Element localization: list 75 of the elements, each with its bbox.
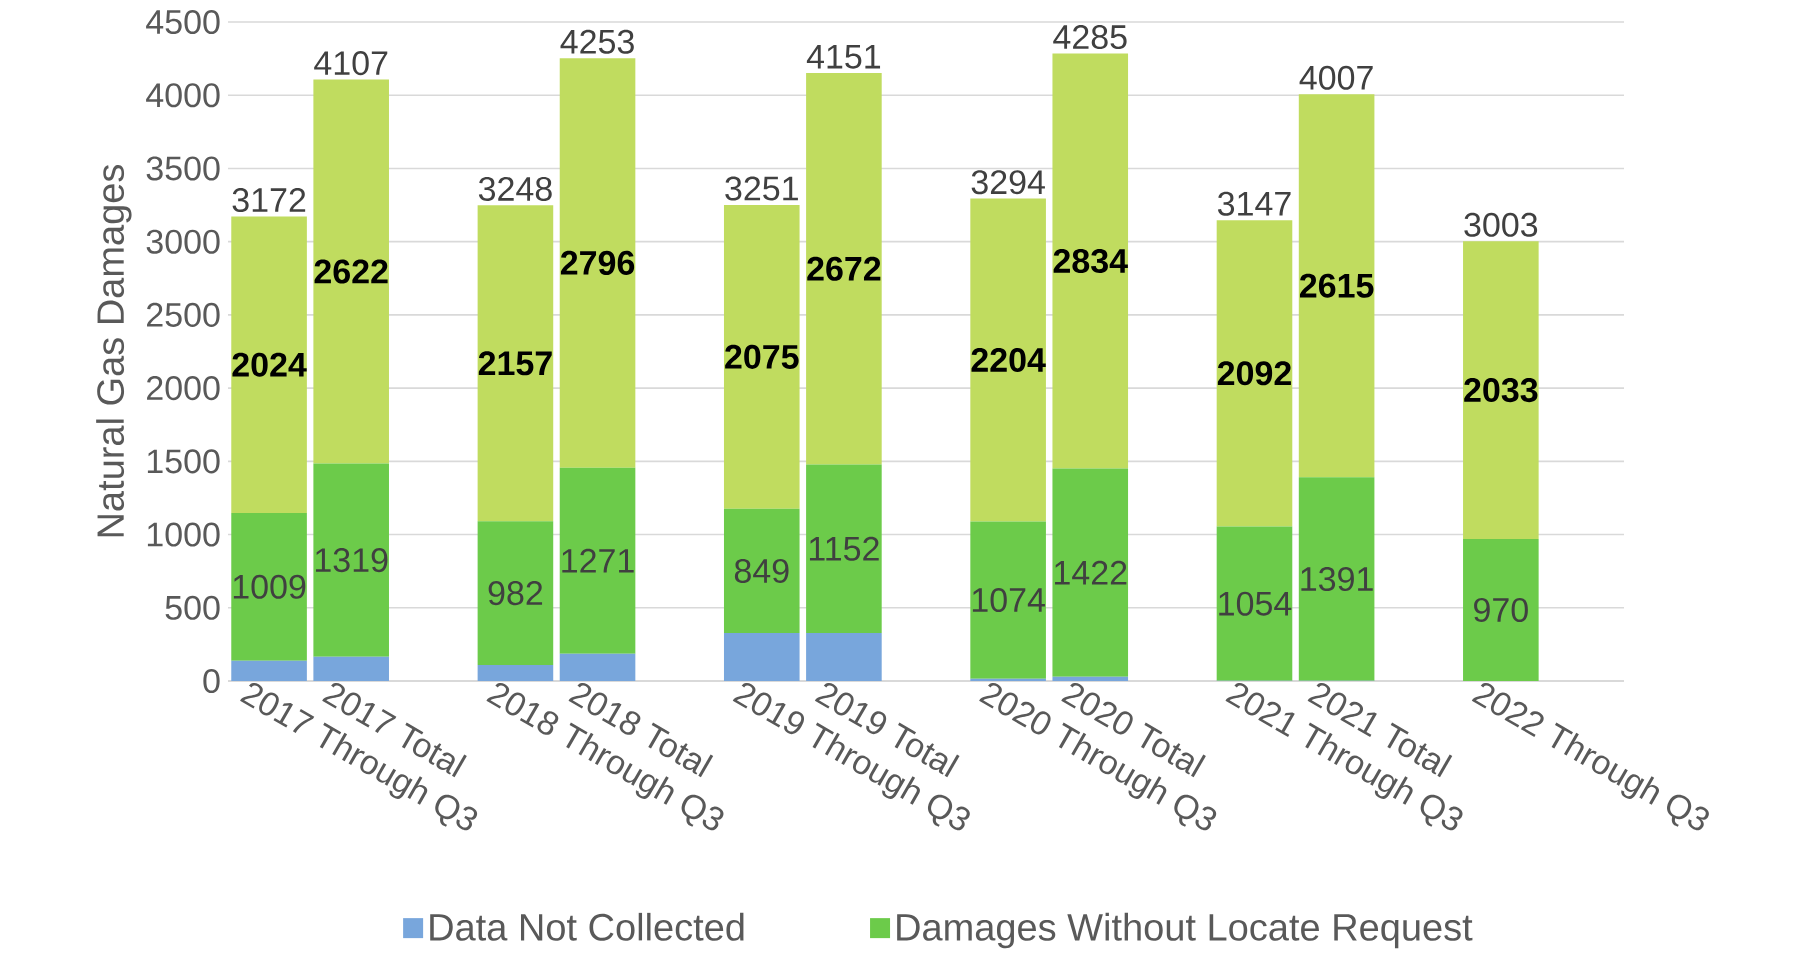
data-label: 982: [488, 581, 543, 606]
bar: [1052, 53, 1129, 469]
data-label: 849: [734, 558, 789, 583]
data-label: 2033: [1464, 378, 1538, 403]
data-label: 2796: [560, 250, 635, 275]
bar: [1463, 538, 1539, 681]
data-label: 2092: [1217, 361, 1291, 386]
bar: [806, 73, 882, 465]
data-label: 2615: [1299, 273, 1374, 298]
bar: [231, 660, 307, 681]
y-tick-label: 4000: [146, 83, 220, 108]
data-label: 1271: [562, 548, 634, 573]
total-label: 3251: [725, 176, 798, 201]
data-label: 2672: [807, 256, 881, 281]
bar: [313, 79, 389, 464]
y-tick-label: 4500: [146, 9, 220, 35]
bar: [477, 521, 554, 666]
y-tick-label: 2500: [147, 302, 220, 327]
bar: [559, 653, 636, 681]
bar: [970, 198, 1046, 522]
bar: [970, 521, 1046, 679]
y-axis-title: Natural Gas Damages: [96, 164, 132, 537]
bar: [559, 58, 636, 468]
total-label: 4151: [806, 44, 881, 69]
total-label: 4253: [560, 29, 634, 54]
data-label: 1152: [809, 536, 879, 561]
legend-label: Damages Without Locate Request: [897, 912, 1473, 949]
data-label: 1422: [1055, 560, 1127, 585]
bar: [313, 656, 389, 681]
total-label: 3003: [1464, 212, 1538, 237]
y-tick-label: 2000: [147, 376, 220, 401]
data-label: 1009: [233, 574, 306, 599]
bar: [806, 464, 882, 634]
y-tick-label: 3000: [146, 229, 220, 254]
data-label: 1054: [1219, 591, 1292, 616]
bar: [1298, 94, 1375, 478]
bar: [1463, 241, 1539, 539]
bar: [231, 512, 307, 661]
legend-label: Data Not Collected: [430, 912, 744, 941]
bar: [313, 463, 389, 657]
bar: [477, 665, 554, 681]
bar: [806, 633, 882, 681]
data-label: 1391: [1301, 566, 1373, 592]
y-tick-label: 3500: [146, 156, 220, 181]
data-label: 1074: [972, 587, 1045, 613]
total-label: 3294: [971, 170, 1045, 195]
bar: [1298, 477, 1375, 681]
bar: [1216, 526, 1293, 681]
y-tick-label: 1000: [147, 522, 220, 547]
y-tick-label: 1500: [147, 449, 220, 474]
bar: [477, 205, 554, 522]
data-label: 2024: [232, 352, 307, 377]
bar: [1052, 468, 1129, 677]
total-label: 3172: [232, 188, 306, 213]
bar: [723, 508, 800, 634]
total-label: 4107: [314, 51, 388, 76]
bar: [723, 204, 800, 509]
bar: [1216, 220, 1293, 527]
bar: [231, 216, 307, 513]
bar: [1052, 676, 1129, 681]
total-label: 4007: [1299, 65, 1373, 90]
data-label: 2622: [314, 259, 388, 284]
total-label: 3147: [1217, 191, 1291, 216]
data-label: 2157: [478, 351, 552, 376]
total-label: 3248: [478, 176, 552, 201]
y-tick-label: 0: [203, 668, 220, 694]
data-label: 2834: [1053, 248, 1128, 274]
data-label: 970: [1474, 597, 1528, 623]
y-tick-label: 500: [165, 595, 220, 620]
bar: [723, 633, 800, 681]
data-label: 2075: [725, 344, 799, 369]
data-label: 2204: [971, 347, 1046, 373]
total-label: 4285: [1053, 25, 1127, 50]
bar: [559, 467, 636, 654]
data-label: 1319: [315, 548, 388, 573]
